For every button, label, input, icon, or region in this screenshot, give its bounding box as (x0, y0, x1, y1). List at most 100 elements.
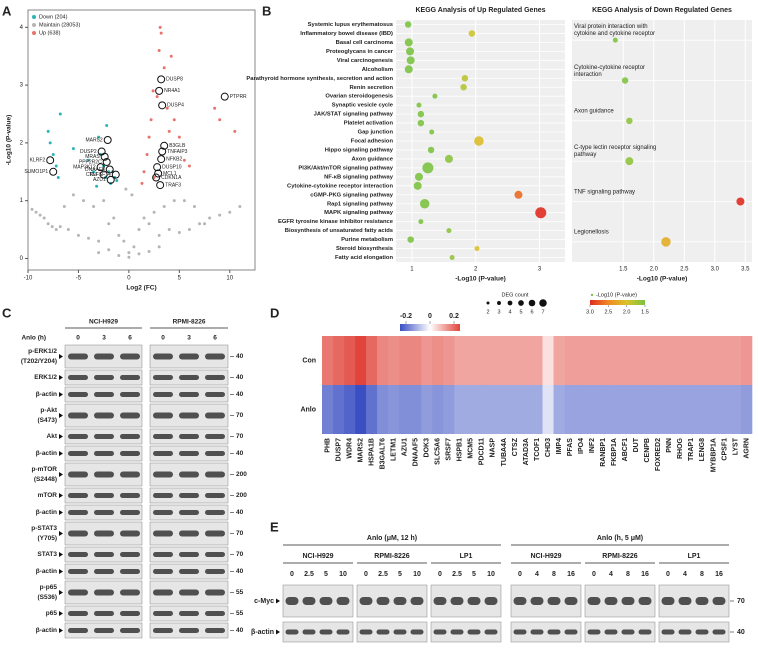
heatmap-cell (542, 336, 554, 385)
category-label: Inflammatory bowel disease (IBD) (300, 31, 393, 37)
row-marker (59, 354, 63, 359)
category-label: Rap1 signaling pathway (327, 201, 394, 207)
point (38, 213, 42, 217)
row-marker (59, 392, 63, 397)
x-tick-label: 2 (474, 267, 478, 273)
point (137, 252, 141, 256)
band (68, 451, 88, 456)
column-label: TCOF1 (534, 438, 541, 461)
band (68, 493, 88, 498)
legend-marker (32, 15, 36, 19)
heatmap-cell (498, 385, 510, 434)
band (205, 353, 225, 360)
point (157, 245, 161, 249)
column-label: NASP (490, 438, 497, 458)
heatmap-cell (432, 336, 444, 385)
category-label: Biosynthesis of unsaturated fatty acids (285, 228, 393, 234)
gene-highlight (49, 167, 58, 176)
band (695, 629, 709, 635)
heatmap-cell (432, 385, 444, 434)
column-label: AGRN (743, 438, 750, 459)
row-marker (59, 510, 63, 515)
band (587, 597, 601, 605)
band (94, 589, 114, 596)
band (179, 471, 199, 478)
bubble (416, 102, 422, 108)
point (46, 129, 50, 133)
lane-label: 0 (290, 571, 294, 578)
point (62, 204, 66, 208)
point (117, 254, 121, 258)
point (95, 184, 99, 188)
band (285, 597, 299, 605)
bubble (444, 154, 453, 163)
gene-highlight (157, 155, 166, 164)
point (30, 207, 34, 211)
size-legend-marker (539, 299, 547, 307)
bubble (418, 219, 424, 225)
x-tick-label: 3.0 (711, 267, 720, 273)
band (638, 629, 652, 635)
heatmap-cell (553, 385, 565, 434)
point (81, 199, 85, 203)
y-tick-label: 2 (20, 140, 24, 146)
cell-line-label: NCI-H929 (530, 553, 561, 560)
point (71, 147, 75, 151)
lane-label: 10 (413, 571, 421, 578)
band (604, 629, 618, 635)
row-marker (59, 375, 63, 380)
point (162, 66, 166, 70)
point (233, 129, 237, 133)
bubble (514, 190, 523, 199)
band (205, 552, 225, 557)
row-label: β-actin (36, 568, 57, 575)
heatmap-cell (729, 385, 742, 434)
row-marker (276, 598, 280, 604)
color-legend-dot (590, 293, 594, 297)
band (68, 552, 88, 557)
heatmap-cell (641, 385, 654, 434)
cell-line-label: NCI-H929 (89, 319, 118, 326)
gene-highlight (155, 86, 164, 95)
band (302, 629, 316, 635)
band (179, 530, 199, 537)
band (450, 629, 464, 635)
gene-highlight (158, 101, 167, 110)
band (153, 353, 173, 360)
y-tick-label: 4 (20, 25, 24, 31)
point (142, 170, 146, 174)
band (120, 434, 140, 439)
band (153, 392, 173, 397)
band (712, 629, 726, 635)
point (87, 158, 91, 162)
point (71, 193, 75, 197)
row-label: p-ERK1/2 (28, 348, 57, 355)
x-axis-title: -Log10 (P-value) (455, 276, 506, 283)
band (179, 434, 199, 439)
x-axis-title: -Log10 (P-value) (637, 276, 688, 283)
column-label: ABCF1 (622, 438, 629, 461)
size-legend-marker (528, 299, 536, 307)
gene-label: DUSP10 (162, 164, 182, 170)
band (120, 493, 140, 498)
mw-label: 40 (737, 629, 745, 636)
lane-label: 8 (552, 571, 556, 578)
row-site: (Y705) (37, 535, 57, 542)
mw-label: 70 (236, 530, 244, 537)
row-site: (S473) (37, 417, 57, 424)
heatmap-cell (531, 336, 543, 385)
band (153, 493, 173, 498)
column-label: PFAS (567, 438, 574, 457)
band (94, 434, 114, 439)
band (120, 375, 140, 380)
band (393, 629, 407, 635)
point (187, 228, 191, 232)
blot-frame (510, 621, 582, 643)
heatmap-cell (377, 385, 389, 434)
column-label: DNAAF5 (413, 438, 420, 466)
row-marker (59, 472, 63, 477)
column-label: CPSF1 (721, 438, 728, 461)
point (51, 152, 55, 156)
lane-label: 2.5 (378, 571, 388, 578)
band (68, 510, 88, 515)
